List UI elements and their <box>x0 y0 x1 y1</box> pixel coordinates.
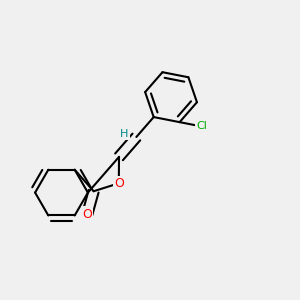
Text: O: O <box>114 177 124 190</box>
Text: H: H <box>120 129 128 139</box>
Text: O: O <box>82 208 92 220</box>
Text: Cl: Cl <box>196 122 207 131</box>
